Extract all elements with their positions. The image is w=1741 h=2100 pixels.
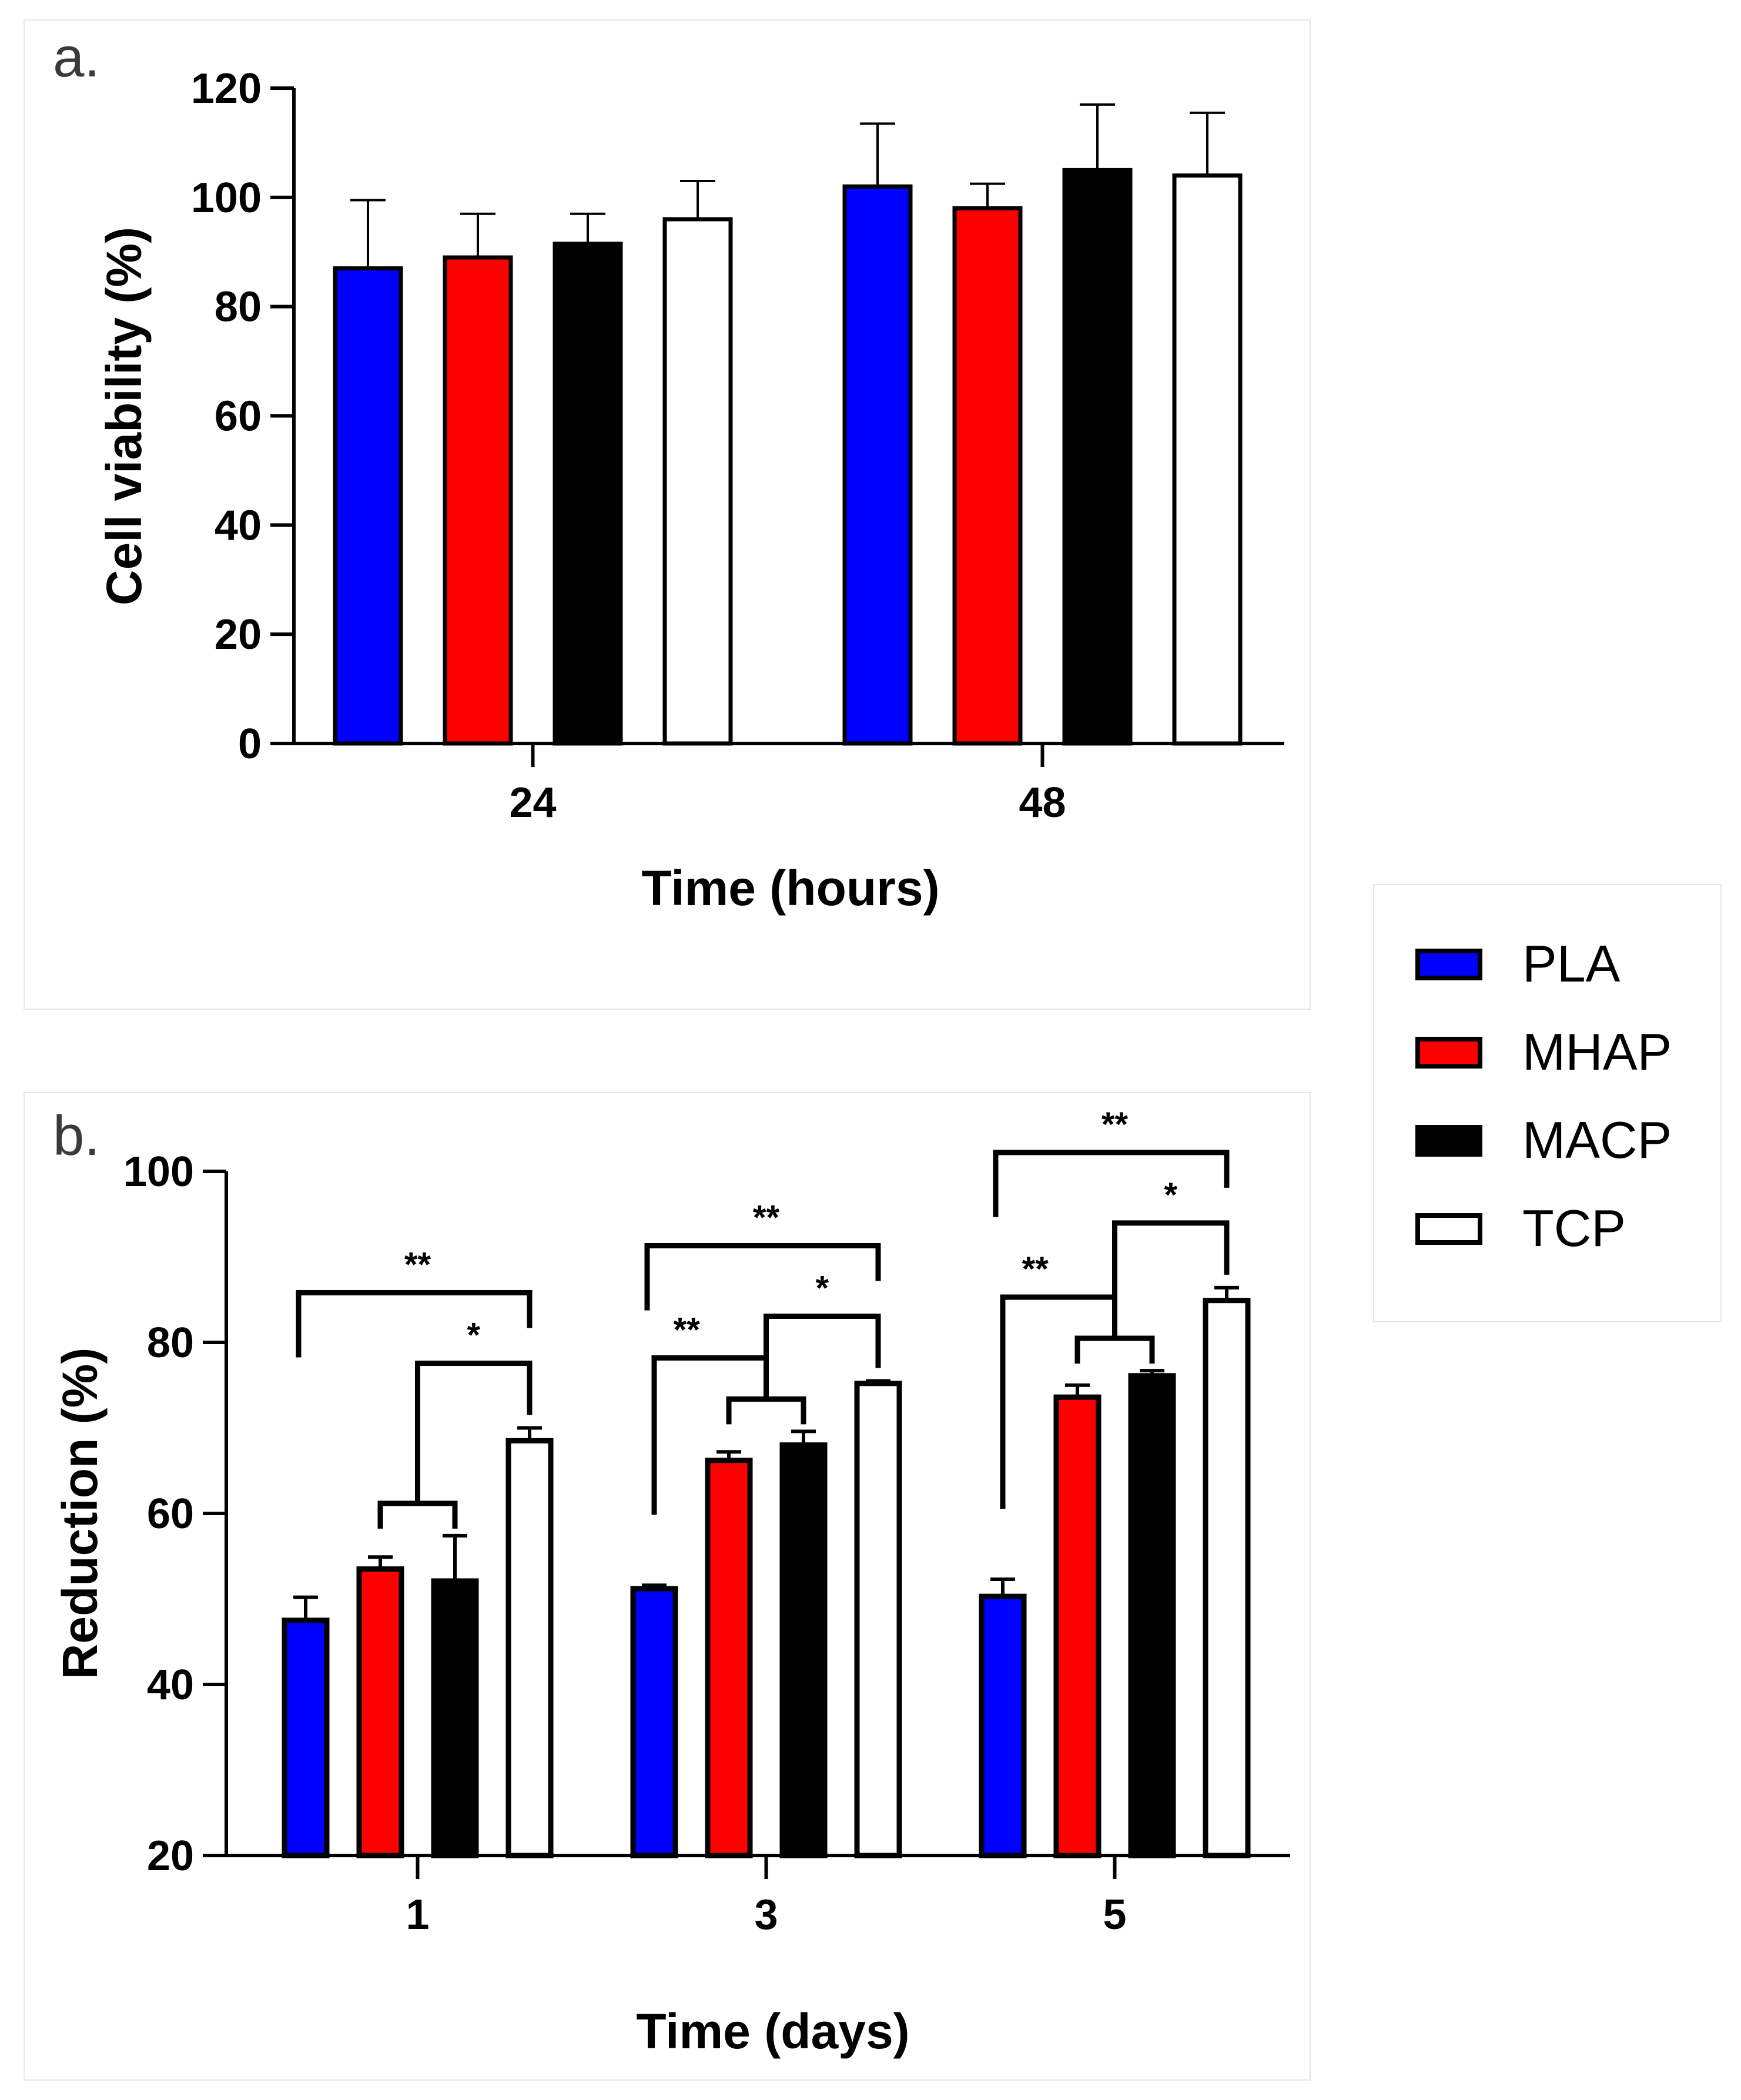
significance-label: ** (1022, 1250, 1049, 1288)
sig-bracket-pla-group-5 (1000, 1294, 1117, 1509)
y-tick-label: 20 (147, 1833, 194, 1880)
sig-bracket-star-1 (415, 1361, 533, 1503)
legend-label-mhap: MHAP (1522, 1023, 1672, 1081)
bar-macp-5 (1128, 1373, 1176, 1858)
significance-label: * (467, 1317, 480, 1355)
chart-b: b. 20 40 60 80 100 1 3 5 Time (days) Reduction (%)… (52, 1104, 1290, 2059)
bar-mhap-5 (1053, 1394, 1101, 1858)
x-tick-label: 3 (754, 1891, 778, 1938)
bar-tcp-5 (1203, 1298, 1251, 1858)
y-axis-title: Cell viability (%) (96, 227, 152, 605)
bar-mhap-24 (443, 255, 513, 746)
y-tick-label: 60 (215, 393, 262, 440)
x-tick-label: 48 (1019, 779, 1066, 826)
bar-macp-24 (553, 242, 623, 746)
sig-bracket-double-5 (993, 1150, 1230, 1217)
legend-label-tcp: TCP (1522, 1199, 1626, 1257)
bar-mhap-48 (952, 206, 1023, 746)
significance-label: * (1164, 1176, 1177, 1214)
x-axis-title: Time (hours) (641, 860, 939, 916)
y-tick-label: 20 (215, 611, 262, 658)
x-axis-title: Time (days) (636, 2004, 909, 2059)
sig-bracket-pla-group-3 (651, 1355, 769, 1515)
legend: PLA MHAP MACP TCP (1415, 935, 1672, 1257)
bar-pla-5 (979, 1593, 1027, 1858)
y-tick-label: 80 (147, 1319, 194, 1366)
y-tick-label: 40 (147, 1662, 194, 1709)
bar-tcp-48 (1172, 173, 1243, 746)
panel-label: b. (53, 1104, 100, 1167)
bar-tcp-3 (854, 1381, 902, 1858)
legend-label-pla: PLA (1522, 935, 1621, 993)
legend-swatch-macp (1415, 1125, 1482, 1157)
x-tick-label: 24 (509, 779, 556, 826)
bar-pla-1 (282, 1617, 330, 1858)
bar-pla-48 (842, 184, 913, 746)
sig-bracket-double-1 (296, 1290, 533, 1358)
significance-label: ** (404, 1246, 431, 1284)
x-tick-label: 1 (406, 1891, 429, 1938)
legend-swatch-tcp (1415, 1213, 1482, 1245)
bar-pla-24 (333, 266, 403, 746)
legend-swatch-pla (1415, 949, 1482, 980)
bar-macp-48 (1062, 168, 1133, 746)
y-tick-label: 60 (147, 1491, 194, 1538)
y-tick-label: 40 (215, 502, 262, 549)
y-tick-label: 100 (123, 1148, 194, 1195)
y-tick-label: 0 (238, 721, 262, 768)
legend-label-macp: MACP (1522, 1111, 1672, 1169)
bar-mhap-3 (705, 1458, 753, 1858)
bar-macp-3 (779, 1442, 828, 1858)
panel-label: a. (53, 26, 100, 89)
y-axis-title: Reduction (%) (52, 1348, 108, 1680)
bar-pla-3 (630, 1586, 678, 1858)
x-tick-label: 5 (1103, 1891, 1126, 1938)
significance-label: ** (1101, 1106, 1129, 1144)
sig-bracket-join-5 (1074, 1335, 1155, 1364)
y-tick-label: 120 (191, 65, 262, 112)
significance-label: * (815, 1269, 829, 1307)
y-tick-label: 100 (191, 175, 262, 222)
legend-swatch-mhap (1415, 1037, 1482, 1069)
bar-tcp-24 (662, 217, 733, 746)
bar-tcp-1 (505, 1438, 554, 1858)
significance-label: ** (753, 1198, 780, 1237)
sig-bracket-double-3 (644, 1242, 881, 1311)
sig-bracket-join-1 (377, 1501, 458, 1529)
sig-bracket-join-3 (726, 1396, 806, 1425)
bar-macp-1 (431, 1578, 479, 1858)
chart-a: a. 0 20 40 60 80 100 120 24 48 Time (hours) Cell vi… (53, 26, 1284, 916)
bar-mhap-1 (356, 1566, 404, 1858)
y-tick-label: 80 (215, 284, 262, 331)
significance-label: ** (674, 1311, 701, 1349)
sig-bracket-star-5 (1112, 1220, 1230, 1339)
